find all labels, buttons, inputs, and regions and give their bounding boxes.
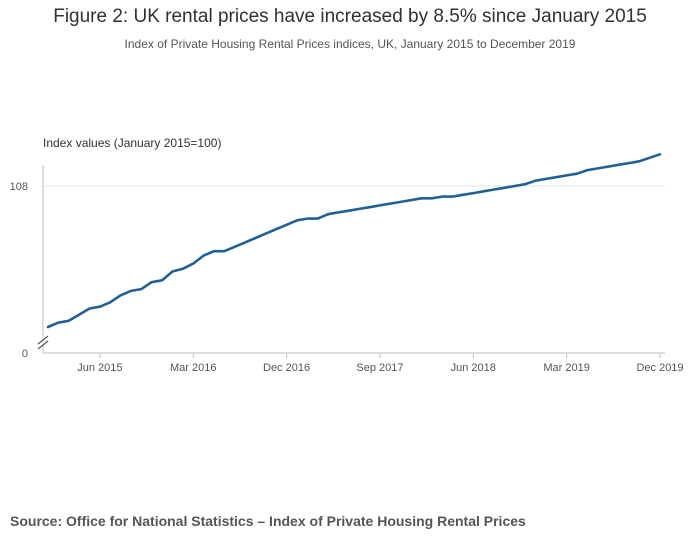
source-note: Source: Office for National Statistics –… xyxy=(10,513,526,529)
y-tick-label: 0 xyxy=(22,348,28,360)
x-tick-label: Jun 2015 xyxy=(77,362,122,374)
x-tick-label: Dec 2016 xyxy=(263,362,310,374)
chart-subtitle: Index of Private Housing Rental Prices i… xyxy=(124,37,576,51)
axis-break-mark xyxy=(37,335,49,345)
axis-break-mark xyxy=(37,340,49,350)
x-tick-label: Dec 2019 xyxy=(636,362,683,374)
series-line xyxy=(46,153,662,329)
y-tick-labels: 0 108 xyxy=(10,181,28,360)
x-tick-label: Mar 2019 xyxy=(543,362,589,374)
series xyxy=(46,153,662,329)
x-tick-labels: Jun 2015 Mar 2016 Dec 2016 Sep 2017 Jun 2018… xyxy=(77,353,684,374)
x-tick-label: Mar 2016 xyxy=(170,362,216,374)
x-tick-label: Jun 2018 xyxy=(451,362,496,374)
y-tick-label: 108 xyxy=(10,181,28,193)
chart-title: Figure 2: UK rental prices have increase… xyxy=(53,6,647,27)
axes xyxy=(37,165,665,354)
x-tick-label: Sep 2017 xyxy=(356,362,403,374)
y-axis-label: Index values (January 2015=100) xyxy=(43,136,221,150)
